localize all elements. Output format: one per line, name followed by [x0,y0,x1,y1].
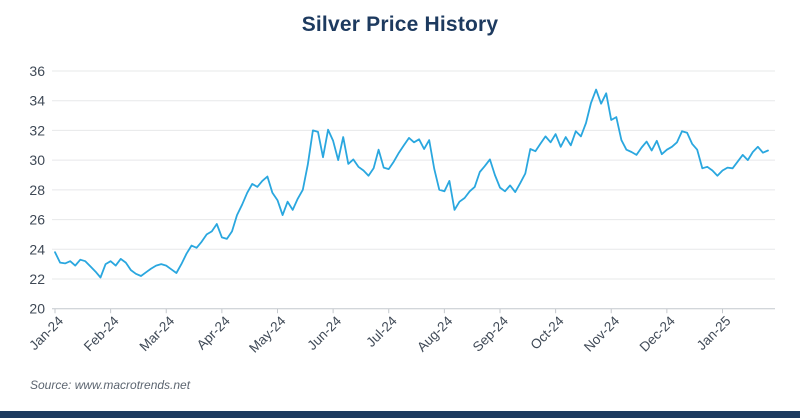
y-axis-tick-label: 32 [29,122,45,138]
y-axis-tick-label: 28 [29,182,45,198]
x-axis-tick-label: May-24 [246,313,289,356]
x-axis-tick-label: Apr-24 [194,313,234,353]
x-axis-tick-label: Jan-24 [26,313,66,353]
x-axis-tick-label: Dec-24 [637,313,679,355]
silver-price-line [54,88,769,279]
y-axis-tick-label: 22 [29,271,45,287]
x-axis-tick-label: Jan-25 [694,313,734,353]
y-axis-tick-label: 34 [29,93,45,109]
y-axis-tick-label: 36 [29,63,45,79]
y-axis-tick-label: 30 [29,152,45,168]
x-axis-tick-label: Aug-24 [414,313,456,355]
x-axis-tick-label: Sep-24 [470,313,512,355]
x-axis-tick-label: Nov-24 [581,313,623,355]
source-attribution: Source: www.macrotrends.net [30,378,191,392]
x-axis-tick-label: Jul-24 [363,313,400,350]
x-axis-tick-label: Oct-24 [527,313,567,353]
footer-accent-bar [0,411,800,418]
x-axis-tick-label: Mar-24 [137,313,178,354]
x-axis-tick-label: Feb-24 [81,313,122,354]
y-axis-tick-label: 20 [29,301,45,317]
x-axis-tick-label: Jun-24 [304,313,344,353]
y-axis-tick-label: 24 [29,241,45,257]
chart-title: Silver Price History [301,13,499,36]
y-axis-tick-label: 26 [29,212,45,228]
